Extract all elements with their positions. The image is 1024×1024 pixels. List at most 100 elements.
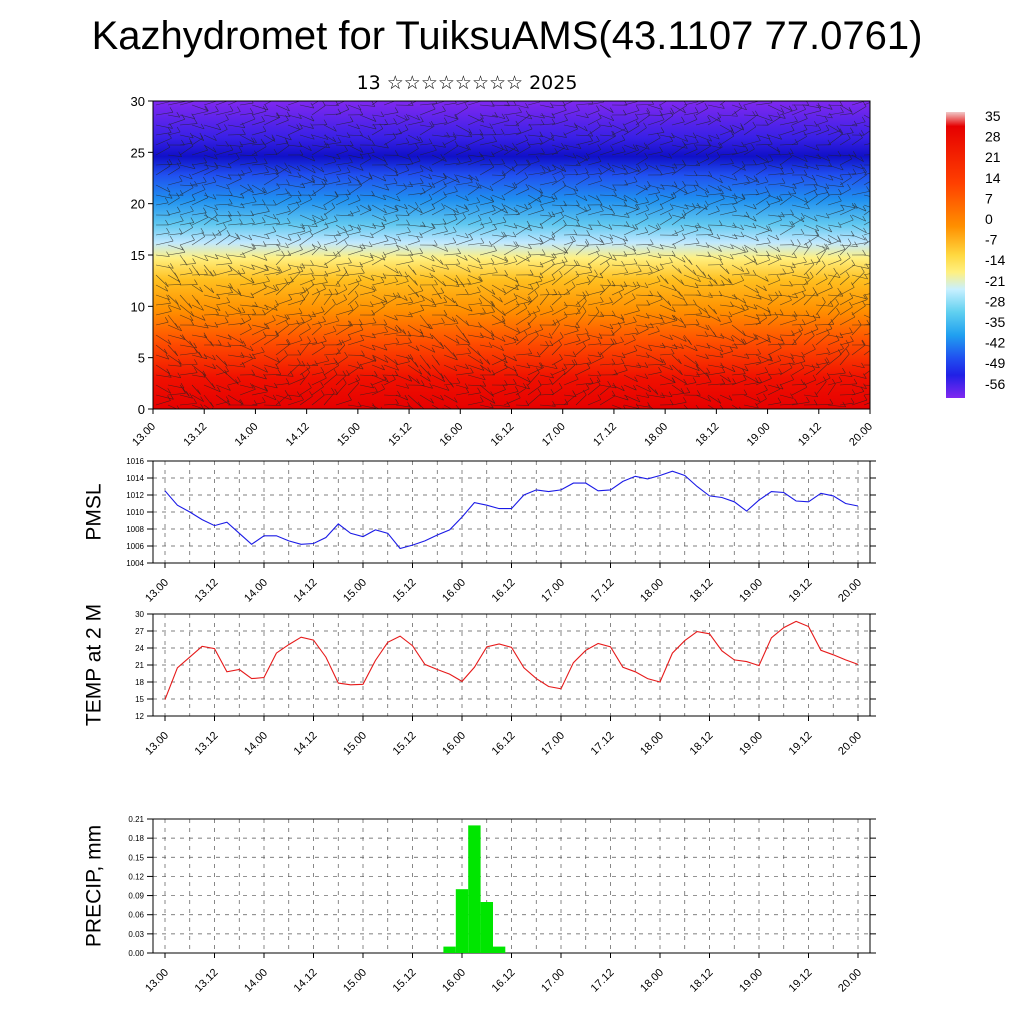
- wind-barb-flag: [301, 226, 306, 232]
- wind-barb: [863, 350, 870, 356]
- wind-barb: [647, 371, 662, 376]
- x-tick-label: 16.00: [440, 730, 468, 758]
- wind-barb: [647, 244, 664, 250]
- wind-barb-flag: [688, 259, 693, 265]
- wind-barb-flag: [730, 336, 735, 342]
- wind-barb: [167, 167, 181, 176]
- wind-barb: [191, 374, 206, 378]
- y-tick-label: 0.09: [128, 892, 144, 901]
- wind-barb-flag: [176, 126, 181, 133]
- wind-barb-flag: [470, 367, 474, 373]
- wind-barb: [239, 201, 257, 206]
- wind-barb-flag: [311, 274, 315, 280]
- wind-barb-flag: [168, 193, 173, 199]
- wind-barb-flag: [503, 231, 507, 238]
- wind-barb-flag: [287, 217, 291, 224]
- wind-barb: [275, 119, 289, 126]
- wind-barb: [803, 369, 816, 376]
- wind-barb-flag: [719, 259, 724, 265]
- wind-barb-flag: [646, 107, 651, 114]
- wind-barb: [419, 187, 432, 196]
- wind-barb-flag: [336, 176, 341, 182]
- wind-barb-flag: [444, 226, 448, 232]
- wind-barb-flag: [324, 262, 329, 268]
- wind-barb: [179, 174, 193, 180]
- wind-barb-flag: [799, 324, 804, 331]
- wind-barb: [251, 304, 269, 311]
- wind-barb: [743, 353, 761, 356]
- wind-barb: [803, 129, 821, 136]
- wind-barb-flag: [196, 299, 201, 305]
- wind-barb-flag: [876, 165, 879, 170]
- wind-barb: [647, 299, 663, 306]
- wind-barb-flag: [265, 167, 269, 173]
- wind-barb: [443, 231, 457, 236]
- wind-barb: [443, 191, 458, 196]
- wind-barb-flag: [396, 195, 401, 202]
- wind-barb: [347, 210, 360, 216]
- wind-barb: [371, 374, 389, 383]
- wind-barb: [251, 401, 266, 406]
- wind-barb: [299, 395, 313, 406]
- wind-barb-flag: [301, 372, 305, 379]
- wind-barb-flag: [429, 412, 432, 417]
- wind-barb-flag: [607, 162, 612, 169]
- wind-barb-flag: [730, 243, 734, 250]
- wind-barb-flag: [718, 290, 723, 297]
- wind-barb-flag: [169, 107, 174, 113]
- wind-barb-flag: [250, 277, 255, 283]
- wind-barb-flag: [524, 330, 528, 336]
- wind-barb-flag: [253, 400, 258, 406]
- wind-barb-flag: [263, 255, 268, 261]
- wind-barb: [503, 298, 518, 306]
- wind-barb: [803, 214, 818, 222]
- wind-barb: [347, 199, 361, 206]
- wind-barb-flag: [343, 284, 348, 290]
- wind-barb-flag: [515, 120, 520, 127]
- wind-barb-flag: [421, 295, 425, 301]
- wind-barb: [683, 134, 697, 139]
- wind-barb-flag: [696, 371, 700, 377]
- wind-barb-flag: [551, 253, 555, 260]
- wind-barb-flag: [634, 376, 638, 382]
- wind-barb: [263, 117, 280, 126]
- wind-barb-flag: [767, 337, 771, 343]
- wind-barb-flag: [249, 345, 254, 352]
- wind-barb-flag: [573, 229, 578, 235]
- wind-barb: [827, 354, 842, 366]
- wind-barb: [575, 114, 589, 119]
- wind-barb: [347, 280, 362, 286]
- wind-barb: [863, 114, 870, 119]
- wind-barb: [239, 171, 252, 176]
- wind-barb-flag: [598, 333, 603, 339]
- wind-barb: [371, 404, 380, 409]
- wind-barb-flag: [281, 250, 285, 256]
- wind-barb-flag: [626, 212, 630, 218]
- wind-barb: [575, 124, 588, 132]
- wind-barb: [803, 276, 814, 286]
- wind-barb: [335, 244, 348, 256]
- y-tick-label: 1004: [126, 559, 144, 568]
- wind-barb: [563, 340, 581, 346]
- wind-barb: [407, 192, 426, 196]
- wind-barb-flag: [589, 130, 594, 137]
- wind-barb: [371, 154, 386, 162]
- wind-barb-flag: [285, 140, 290, 146]
- wind-barb-flag: [419, 410, 422, 415]
- wind-barb: [851, 305, 866, 316]
- wind-barb: [419, 254, 435, 262]
- wind-barb-flag: [585, 112, 589, 119]
- wind-barb: [803, 164, 819, 170]
- wind-barb: [419, 149, 437, 156]
- wind-barb: [767, 373, 782, 376]
- wind-barb-flag: [835, 298, 839, 305]
- wind-barb: [695, 274, 712, 280]
- wind-barb-flag: [717, 142, 722, 149]
- wind-barb: [755, 102, 773, 106]
- wind-barb: [311, 293, 320, 306]
- wind-barb-flag: [681, 233, 686, 239]
- wind-barb-flag: [404, 203, 408, 210]
- wind-barb-flag: [647, 181, 651, 187]
- wind-barb-flag: [776, 384, 780, 390]
- wind-barb: [503, 144, 519, 152]
